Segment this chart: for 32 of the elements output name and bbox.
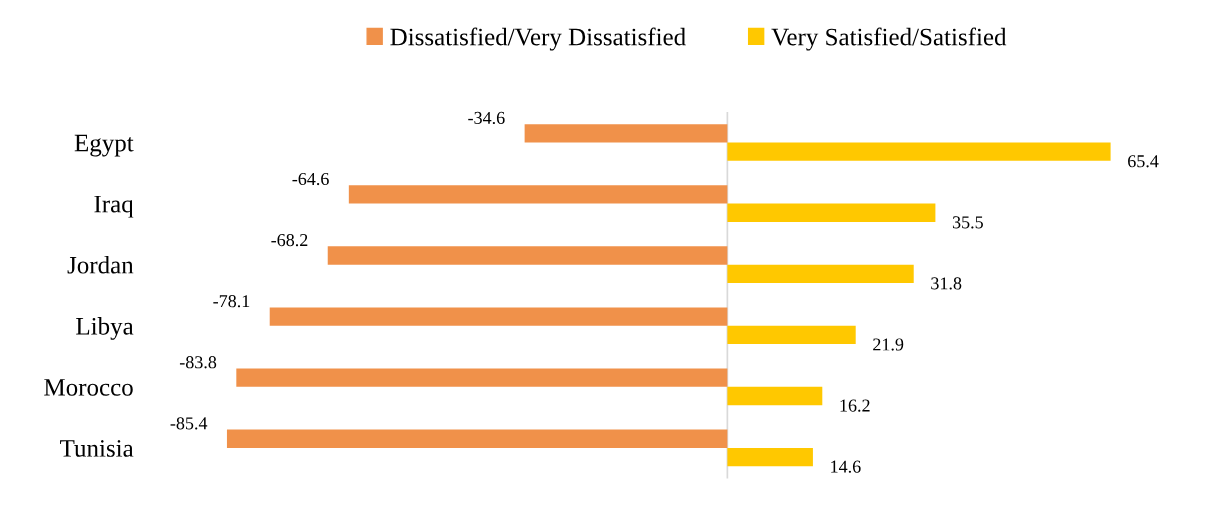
bar — [727, 264, 914, 283]
data-label: -85.4 — [170, 417, 208, 430]
bar — [269, 307, 728, 326]
bar — [727, 386, 823, 406]
data-label: 35.5 — [952, 216, 983, 229]
bar — [727, 447, 813, 467]
y-tick-label: Libya — [76, 317, 134, 340]
data-label: -34.6 — [468, 111, 505, 125]
y-tick-label: Morocco — [44, 379, 133, 396]
data-label: 14.6 — [831, 460, 861, 473]
y-tick-label: Jordan — [67, 256, 134, 274]
legend-label: Dissatisfied/Very Dissatisfied — [390, 27, 686, 51]
bar — [348, 185, 728, 204]
y-tick-label: Iraq — [94, 195, 134, 218]
bar — [727, 203, 936, 222]
data-label: 16.2 — [840, 399, 870, 412]
y-tick-label: Egypt — [74, 134, 134, 157]
bar — [226, 429, 728, 448]
data-label: 21.9 — [873, 338, 904, 351]
bar — [727, 325, 856, 345]
data-label: -83.8 — [179, 356, 217, 369]
legend-label: Very Satisfied/Satisfied — [771, 27, 1007, 51]
data-label: -68.2 — [271, 233, 308, 247]
bar — [524, 124, 728, 143]
bar — [236, 368, 728, 387]
bar — [327, 246, 728, 265]
data-label: -64.6 — [292, 172, 329, 186]
data-label: 31.8 — [931, 277, 962, 290]
data-label: -78.1 — [213, 295, 250, 308]
bar — [727, 142, 1111, 161]
y-tick-label: Tunisia — [60, 440, 134, 457]
data-label: 65.4 — [1128, 155, 1159, 168]
